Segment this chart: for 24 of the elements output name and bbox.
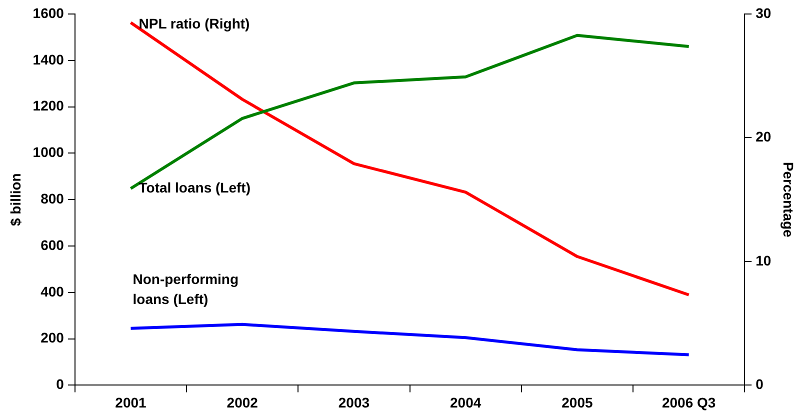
series-label: NPL ratio (Right) (138, 16, 250, 32)
y-tick-label: 1600 (32, 4, 64, 21)
y-tick-label: 400 (40, 283, 64, 300)
y2-axis-title: Percentage (780, 162, 797, 238)
x-tick-label: 2003 (338, 394, 370, 410)
y-tick-label: 1400 (32, 51, 64, 68)
series-label: Total loans (Left) (138, 179, 250, 196)
y-tick-label: 200 (40, 330, 64, 346)
series-label: Non-performing loans (Left) (132, 271, 239, 308)
y-tick-label: 1200 (32, 98, 64, 114)
x-tick-label: 2006 Q3 (662, 394, 716, 410)
x-tick-label: 2002 (226, 394, 258, 410)
y2-tick-label: 20 (756, 128, 772, 145)
y-tick-label: 0 (56, 376, 64, 392)
y-tick-label: 1000 (32, 144, 64, 160)
y2-tick-label: 0 (756, 376, 764, 392)
x-tick-label: 2005 (562, 394, 593, 410)
y-tick-label: 800 (40, 190, 64, 206)
x-tick-label: 2001 (115, 394, 147, 410)
y2-tick-label: 30 (756, 4, 772, 21)
y2-tick-label: 10 (756, 252, 772, 268)
x-tick-label: 2004 (450, 394, 482, 410)
y-axis-title: $ billion (7, 173, 24, 226)
y-tick-label: 600 (40, 236, 64, 253)
